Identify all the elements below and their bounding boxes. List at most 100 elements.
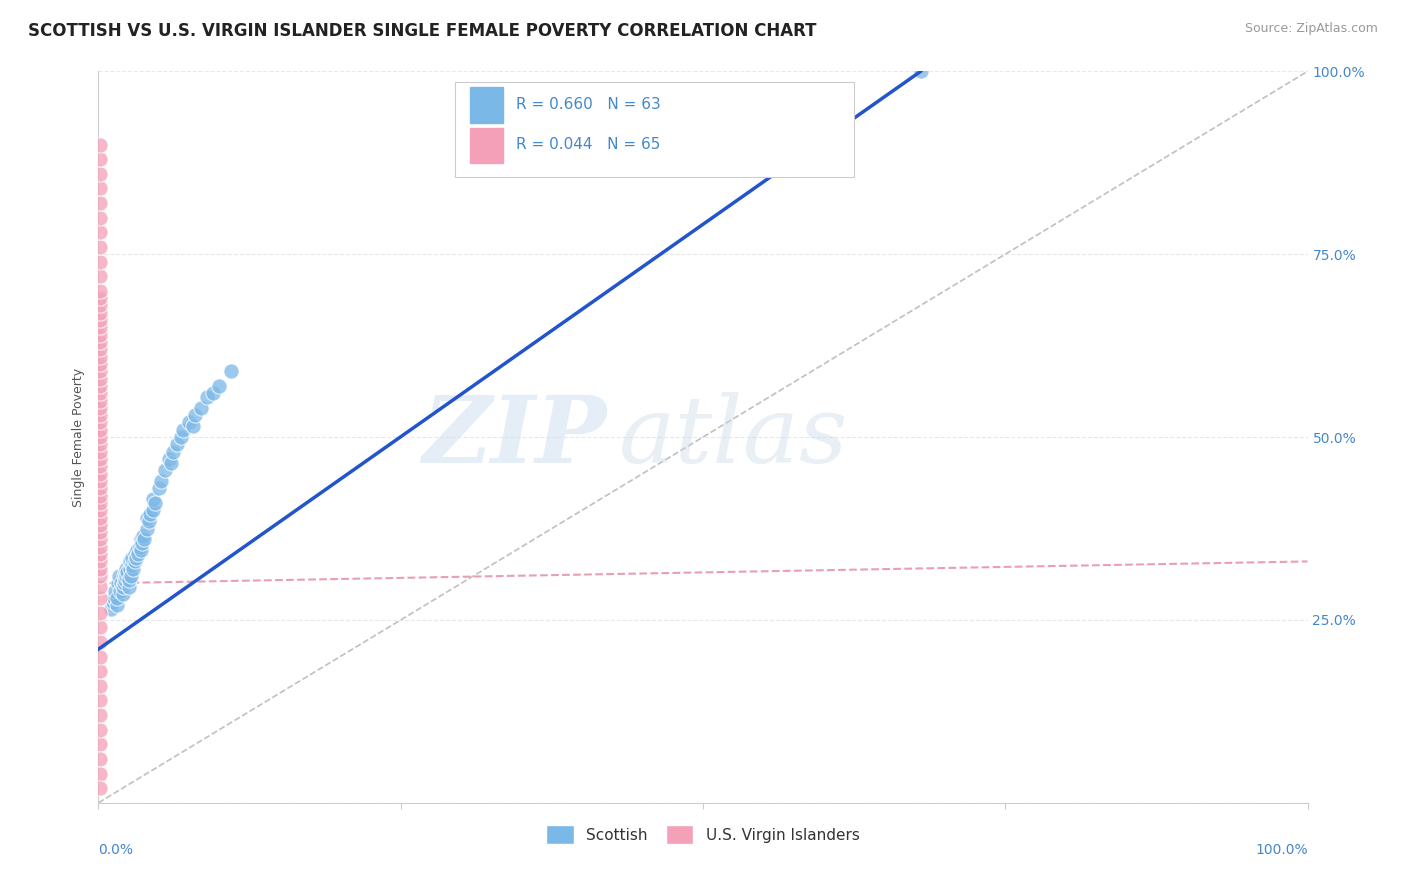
Point (89, 591, 111, 605)
Point (89, 737, 111, 751)
Point (89, 752, 111, 766)
Point (122, 562, 145, 576)
FancyBboxPatch shape (470, 128, 503, 163)
Point (114, 573, 136, 587)
Point (179, 416, 201, 430)
Point (89, 459, 111, 474)
Point (89, 554, 111, 568)
Point (108, 583, 131, 598)
Point (89, 580, 111, 594)
Point (202, 386, 225, 401)
Point (89, 379, 111, 393)
Point (89, 430, 111, 444)
Point (124, 547, 146, 561)
Point (89, 679, 111, 693)
Point (89, 781, 111, 796)
Point (89, 620, 111, 634)
Point (104, 583, 127, 598)
Point (89, 452, 111, 467)
Point (118, 580, 141, 594)
Point (105, 599, 128, 613)
Point (114, 566, 136, 580)
Point (89, 510, 111, 524)
Point (89, 635, 111, 649)
Text: 100.0%: 100.0% (1256, 843, 1308, 857)
Text: 0.0%: 0.0% (98, 843, 134, 857)
Point (89, 474, 111, 488)
Point (101, 594, 124, 608)
Point (89, 766, 111, 780)
Y-axis label: Single Female Poverty: Single Female Poverty (72, 368, 86, 507)
Point (115, 569, 138, 583)
Point (112, 569, 135, 583)
Point (120, 569, 142, 583)
Point (89, 225, 111, 239)
Point (89, 196, 111, 211)
Point (103, 591, 125, 605)
Point (89, 240, 111, 254)
Point (89, 467, 111, 481)
Point (89, 393, 111, 408)
Point (118, 562, 141, 576)
Point (150, 474, 173, 488)
Point (89, 481, 111, 495)
Point (138, 514, 160, 528)
Point (89, 181, 111, 195)
Legend: Scottish, U.S. Virgin Islanders: Scottish, U.S. Virgin Islanders (540, 819, 866, 850)
Point (89, 306, 111, 320)
Point (89, 291, 111, 305)
Point (139, 507, 162, 521)
Point (135, 521, 157, 535)
Point (166, 437, 188, 451)
Point (89, 503, 111, 517)
Point (89, 540, 111, 554)
Point (89, 416, 111, 430)
Point (135, 510, 157, 524)
Point (89, 533, 111, 547)
Point (89, 334, 111, 349)
Point (142, 492, 165, 507)
Point (127, 547, 149, 561)
Point (89, 649, 111, 664)
Point (162, 444, 184, 458)
Point (124, 554, 146, 568)
Point (148, 481, 170, 495)
Point (89, 313, 111, 327)
Point (118, 554, 141, 568)
Point (89, 693, 111, 707)
Point (208, 379, 231, 393)
Point (131, 536, 153, 550)
Point (89, 327, 111, 342)
Point (89, 211, 111, 225)
Point (195, 390, 218, 404)
Point (112, 576, 135, 591)
Point (89, 254, 111, 268)
Point (111, 580, 134, 594)
Point (89, 371, 111, 385)
Point (89, 364, 111, 378)
Point (89, 408, 111, 422)
Point (89, 167, 111, 181)
Point (111, 587, 134, 601)
Point (157, 452, 180, 467)
Point (107, 576, 129, 591)
FancyBboxPatch shape (470, 87, 503, 122)
Point (142, 503, 165, 517)
Point (184, 408, 207, 422)
Point (89, 496, 111, 510)
Point (89, 569, 111, 583)
Point (129, 543, 152, 558)
Text: atlas: atlas (619, 392, 848, 482)
Point (190, 401, 212, 415)
Point (89, 386, 111, 401)
Point (127, 543, 149, 558)
Point (89, 423, 111, 437)
FancyBboxPatch shape (456, 82, 855, 178)
Point (128, 540, 150, 554)
Point (110, 576, 132, 591)
Point (89, 562, 111, 576)
Point (121, 558, 143, 573)
Point (129, 533, 152, 547)
Point (121, 550, 143, 565)
Point (118, 573, 141, 587)
